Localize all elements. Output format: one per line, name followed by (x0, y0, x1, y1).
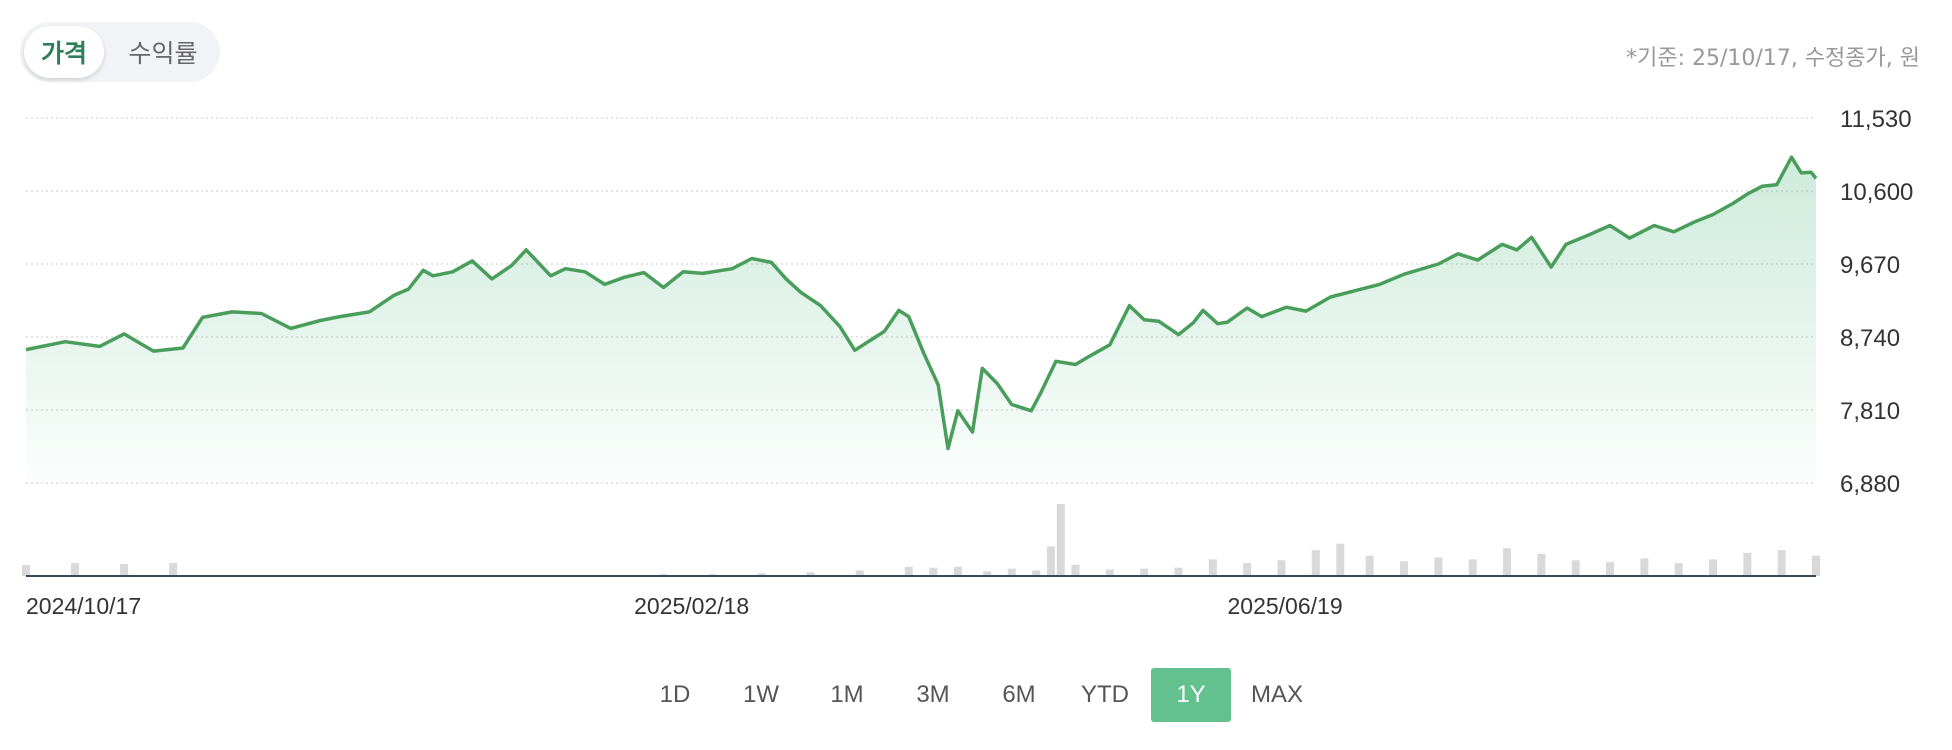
basis-note: *기준: 25/10/17, 수정종가, 원 (1626, 46, 1920, 71)
volume-bar (1032, 570, 1041, 576)
volume-bar (1468, 559, 1477, 576)
volume-bar (929, 567, 938, 576)
volume-bar (1743, 552, 1752, 576)
x-tick-label: 2024/10/17 (26, 593, 141, 619)
range-button-1m[interactable]: 1M (830, 681, 864, 708)
volume-bar (1606, 562, 1615, 576)
volume-bar (1311, 550, 1320, 576)
x-tick-label: 2025/06/19 (1228, 593, 1343, 619)
volume-bar (1105, 569, 1114, 576)
volume-bar (806, 572, 815, 576)
range-button-1y[interactable]: 1Y (1151, 668, 1231, 722)
price-line (25, 155, 1818, 451)
price-return-toggle: 가격 수익률 (20, 22, 220, 82)
return-tab[interactable]: 수익률 (128, 39, 198, 68)
price-tab[interactable]: 가격 (24, 26, 104, 78)
volume-bar (983, 571, 992, 576)
volume-bar (1140, 568, 1149, 576)
y-tick-label: 7,810 (1840, 398, 1900, 425)
volume-bar (1208, 559, 1217, 576)
range-button-1d[interactable]: 1D (659, 681, 691, 708)
y-tick-label: 9,670 (1840, 252, 1900, 279)
range-button-1w[interactable]: 1W (743, 681, 779, 708)
volume-bar (1812, 555, 1820, 576)
volume-bar (22, 564, 30, 576)
volume-bar (1709, 559, 1718, 576)
volume-bar (1674, 563, 1683, 576)
range-button-ytd[interactable]: YTD (1081, 681, 1129, 708)
y-tick-label: 10,600 (1840, 179, 1913, 206)
volume-bar (1243, 563, 1252, 576)
volume-bar (169, 563, 178, 576)
volume-bar (1400, 561, 1409, 576)
x-tick-label: 2025/02/18 (634, 593, 749, 619)
price-area (26, 157, 1816, 483)
volume-bar (1571, 560, 1580, 576)
volume-bar (953, 566, 962, 576)
time-range-selector: 1D 1W 1M 3M 6M YTD 1Y MAX (0, 668, 1952, 722)
volume-bar (1007, 568, 1016, 576)
volume-bar (71, 563, 80, 576)
price-chart: 11,530 10,600 9,670 8,740 7,810 6,880 2024/10/… (22, 106, 1913, 619)
range-button-max[interactable]: MAX (1250, 681, 1303, 708)
y-tick-label: 6,880 (1840, 471, 1900, 498)
volume-bar (1365, 555, 1374, 576)
volume-bar (1537, 553, 1546, 576)
volume-bar (1174, 567, 1183, 576)
volume-bar (120, 564, 129, 576)
volume-bar (855, 570, 864, 576)
range-button-3m[interactable]: 3M (916, 681, 950, 708)
volume-bar (1640, 558, 1649, 576)
volume-bar (1503, 548, 1512, 576)
volume-bar (1046, 546, 1055, 576)
volume-bar (1336, 543, 1345, 576)
y-tick-label: 11,530 (1840, 106, 1912, 133)
volume-bar (757, 573, 766, 576)
volume-bar (904, 566, 913, 576)
volume-bar (1056, 504, 1065, 576)
volume-bar (1777, 550, 1786, 576)
volume-bar (1277, 560, 1286, 576)
volume-bar (1071, 564, 1080, 576)
y-tick-label: 8,740 (1840, 325, 1900, 352)
range-button-6m[interactable]: 6M (1002, 681, 1036, 708)
volume-bar (1434, 557, 1443, 576)
